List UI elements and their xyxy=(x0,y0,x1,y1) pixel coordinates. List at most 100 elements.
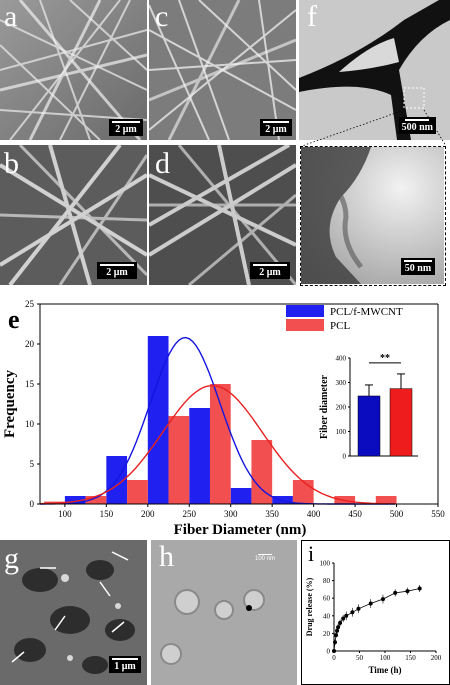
x-tick-label: 500 xyxy=(390,509,404,519)
i-y-axis-title: Drug release (%) xyxy=(305,577,314,636)
scale-bar-a: 2 μm xyxy=(109,119,143,136)
hist-bar-pcl-mwcnt-0 xyxy=(64,496,86,504)
scale-bar-f-top-label: 500 nm xyxy=(401,122,433,133)
legend-label-1: PCL xyxy=(330,320,350,332)
panel-label-d: d xyxy=(155,147,170,180)
tem-panel-h: h 100 nm xyxy=(151,540,297,685)
panel-label-g: g xyxy=(4,542,19,575)
sem-image-d xyxy=(149,145,296,285)
i-data-point xyxy=(338,620,343,625)
i-data-point xyxy=(336,625,341,630)
tem-panel-f-zoom: 50 nm xyxy=(300,146,446,286)
hist-bar-pcl-2 xyxy=(127,480,148,504)
inset-y-axis-title: Fiber diameter xyxy=(319,374,330,439)
i-x-tick-label: 50 xyxy=(356,654,364,662)
i-data-point xyxy=(341,616,346,621)
i-release-line xyxy=(333,588,420,652)
y-tick-label: 0 xyxy=(30,499,35,509)
i-data-point xyxy=(393,590,398,595)
i-data-point xyxy=(405,589,410,594)
x-tick-label: 100 xyxy=(58,509,72,519)
x-tick-label: 400 xyxy=(307,509,321,519)
hist-bar-pcl-mwcnt-2 xyxy=(147,336,169,504)
i-data-point xyxy=(335,628,340,633)
x-tick-label: 150 xyxy=(100,509,114,519)
i-data-point xyxy=(350,610,355,615)
i-data-point xyxy=(332,649,336,653)
panel-label-a: a xyxy=(4,0,18,33)
hist-bar-pcl-1 xyxy=(85,496,107,504)
sem-panel-c: c 2 μm xyxy=(149,0,296,140)
i-y-tick-label: 60 xyxy=(323,595,331,603)
scale-bar-c-label: 2 μm xyxy=(265,124,287,135)
panel-label-b: b xyxy=(4,147,19,180)
i-data-point xyxy=(333,640,338,645)
fit-curve-pcl xyxy=(39,384,395,505)
i-data-point xyxy=(344,613,349,618)
panel-label-i: i xyxy=(308,541,314,566)
panel-label-e: e xyxy=(8,305,20,334)
i-y-tick-label: 40 xyxy=(323,612,331,620)
sem-panel-a: a 2 μm xyxy=(0,0,147,140)
hist-bar-pcl-3 xyxy=(168,416,190,504)
legend-label-0: PCL/f-MWCNT xyxy=(330,306,403,318)
i-data-point xyxy=(368,601,373,606)
scale-bar-b: 2 μm xyxy=(97,262,137,279)
i-data-point xyxy=(380,597,385,602)
scale-bar-c: 2 μm xyxy=(260,119,292,136)
y-tick-label: 15 xyxy=(25,379,35,389)
inset-bar-pcl-mwcnt xyxy=(357,395,381,457)
sem-image-b xyxy=(0,145,147,285)
scale-bar-d: 2 μm xyxy=(250,262,290,279)
hist-bar-pcl-5 xyxy=(251,440,273,504)
i-x-tick-label: 200 xyxy=(431,654,442,662)
i-x-tick-label: 0 xyxy=(332,654,336,662)
i-data-point xyxy=(334,633,339,638)
panel-label-c: c xyxy=(155,0,169,33)
x-tick-label: 200 xyxy=(141,509,155,519)
scale-bar-f-bottom-label: 50 nm xyxy=(404,263,432,274)
i-x-axis-title: Time (h) xyxy=(368,665,401,675)
i-data-point xyxy=(356,606,361,611)
scale-bar-d-label: 2 μm xyxy=(259,267,281,278)
x-tick-label: 550 xyxy=(431,509,445,519)
sem-image-c xyxy=(149,0,296,140)
scale-bar-f-top: 500 nm xyxy=(398,117,436,134)
x-axis-title: Fiber Diameter (nm) xyxy=(174,522,307,538)
y-tick-label: 5 xyxy=(30,459,35,469)
hist-bar-pcl-mwcnt-4 xyxy=(230,488,252,504)
scale-bar-g-label: 1 μm xyxy=(114,661,136,672)
i-data-point xyxy=(417,586,422,591)
sem-panel-b: b 2 μm xyxy=(0,145,147,285)
i-y-tick-label: 0 xyxy=(327,648,331,656)
significance-marker: ** xyxy=(380,353,390,364)
chart-panel-i: 0 50 100 150 200 0 20 40 60 80 100 Time (h) Drug rel… xyxy=(301,540,450,685)
y-axis-title: Frequency xyxy=(2,369,18,438)
panel-label-h: h xyxy=(159,540,174,573)
scale-bar-h-label: 100 nm xyxy=(254,556,275,562)
inset-y-tick-label: 200 xyxy=(336,404,347,412)
tem-image-h xyxy=(151,540,297,685)
inset-y-tick-label: 400 xyxy=(336,355,347,363)
sem-panel-d: d 2 μm xyxy=(149,145,296,285)
chart-e-histogram: 100 150 200 250 300 350 400 450 500 5500510152025… xyxy=(2,299,445,538)
hist-bar-pcl-6 xyxy=(292,480,314,504)
inset-y-tick-label: 100 xyxy=(336,428,347,436)
inset-y-tick-label: 0 xyxy=(343,453,347,461)
hist-bar-pcl-mwcnt-3 xyxy=(189,408,210,504)
sem-image-a xyxy=(0,0,147,140)
i-y-tick-label: 20 xyxy=(323,630,331,638)
y-tick-label: 10 xyxy=(25,419,35,429)
sem-panel-g: g 1 μm xyxy=(0,540,147,685)
tem-panel-f: f 500 nm xyxy=(299,0,450,140)
panel-label-f: f xyxy=(307,0,317,33)
inset-y-tick-label: 300 xyxy=(336,379,347,387)
legend-swatch-1 xyxy=(286,319,324,331)
x-tick-label: 250 xyxy=(183,509,197,519)
i-x-tick-label: 150 xyxy=(405,654,416,662)
y-tick-label: 20 xyxy=(25,339,35,349)
scale-bar-a-label: 2 μm xyxy=(115,124,137,135)
chart-i-drug-release: 0 50 100 150 200 0 20 40 60 80 100 Time (h) Drug rel… xyxy=(305,541,442,675)
scale-bar-b-label: 2 μm xyxy=(106,267,128,278)
x-tick-label: 300 xyxy=(224,509,238,519)
